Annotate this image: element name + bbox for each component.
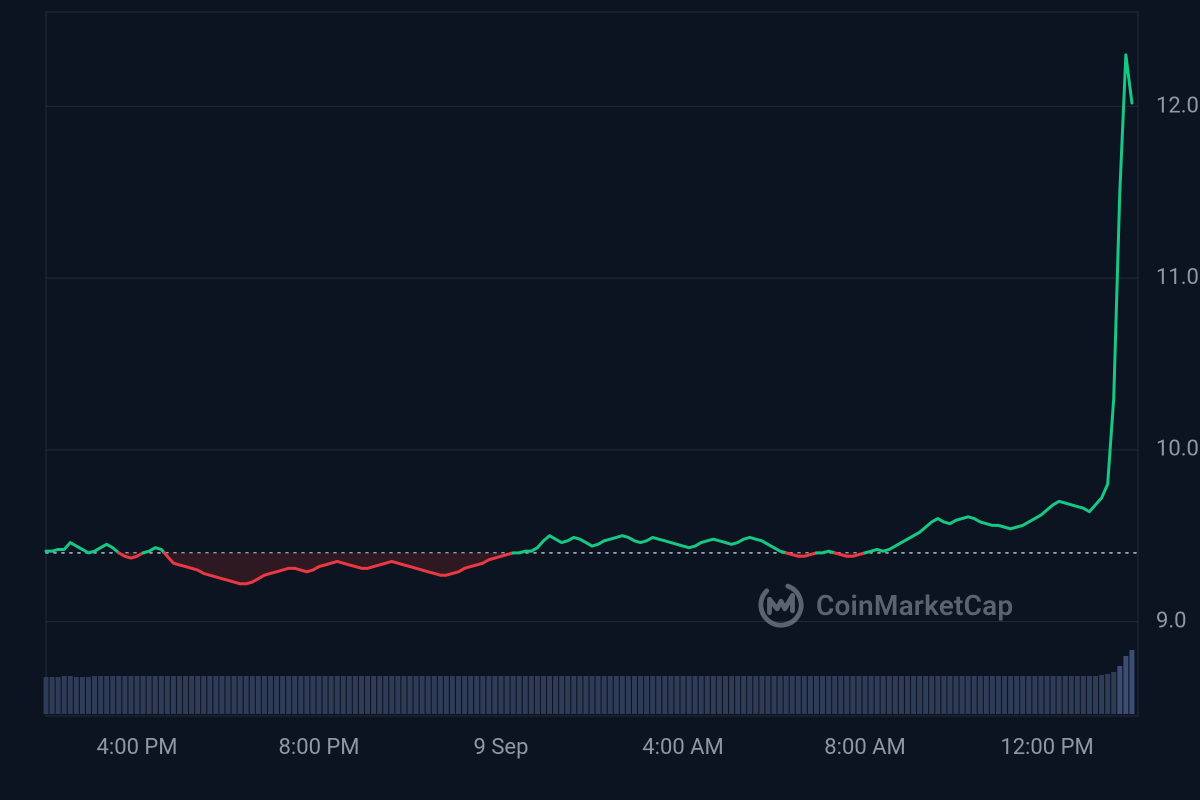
y-tick-label: 9.0	[1156, 608, 1187, 633]
price-chart[interactable]: 9.0 10.0 11.0 12.0 4:00 PM 8:00 PM 9 Sep 4:00 A…	[0, 0, 1200, 800]
y-tick-label: 12.0	[1156, 93, 1199, 118]
x-tick-label: 8:00 AM	[824, 735, 905, 760]
x-tick-label: 4:00 AM	[642, 735, 723, 760]
x-tick-label: 9 Sep	[474, 735, 529, 760]
y-tick-label: 11.0	[1156, 265, 1199, 290]
chart-svg: 9.0 10.0 11.0 12.0 4:00 PM 8:00 PM 9 Sep 4:00 A…	[0, 0, 1200, 800]
x-tick-label: 8:00 PM	[279, 735, 360, 760]
y-tick-label: 10.0	[1156, 437, 1199, 462]
x-tick-label: 4:00 PM	[97, 735, 178, 760]
x-tick-label: 12:00 PM	[1000, 735, 1093, 760]
